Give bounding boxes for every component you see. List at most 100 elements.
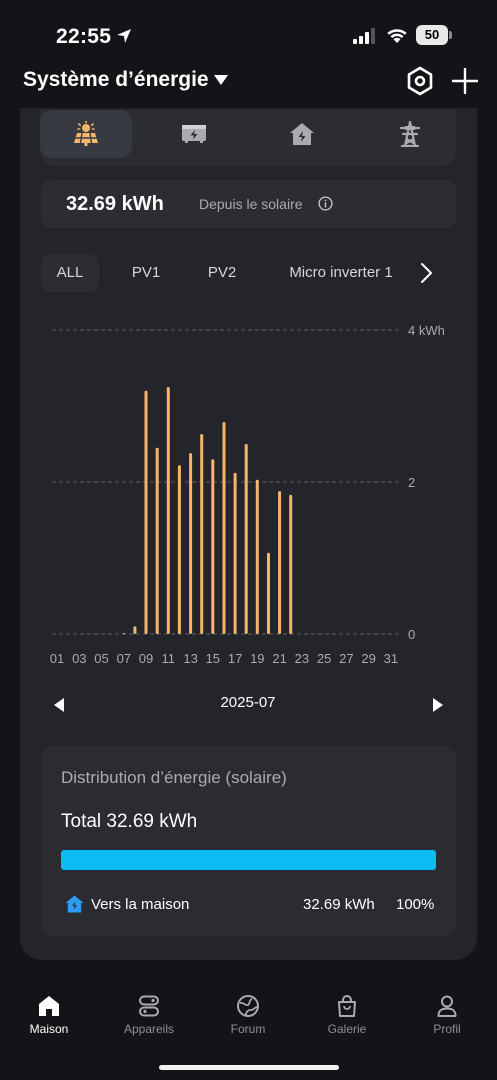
- info-icon[interactable]: [318, 196, 333, 211]
- caret-down-icon[interactable]: [214, 75, 228, 85]
- status-bar: 22:55 50: [0, 0, 497, 70]
- status-time: 22:55: [56, 25, 112, 48]
- tab-battery[interactable]: [148, 110, 240, 158]
- x-tick-label: 07: [117, 651, 131, 666]
- chart-bar[interactable]: [278, 491, 282, 634]
- chart-bar[interactable]: [144, 390, 148, 634]
- x-tick-label: 05: [94, 651, 108, 666]
- x-tick-group: 01 03 05 07 09 11 13 15 17 19 21 23 25 27 29 31: [50, 651, 398, 666]
- bottom-navigation: Maison Appareils Forum Galerie Profil: [0, 990, 497, 1050]
- summary-value: 32.69 kWh: [66, 193, 164, 215]
- globe-icon: [237, 995, 259, 1017]
- page-title[interactable]: Système d’énergie: [23, 68, 209, 91]
- next-month-icon[interactable]: [431, 697, 445, 713]
- x-tick-label: 19: [250, 651, 264, 666]
- nav-maison[interactable]: Maison: [4, 990, 94, 1046]
- add-icon[interactable]: [452, 68, 478, 94]
- shopping-bag-icon: [338, 995, 356, 1017]
- chart-bar[interactable]: [189, 453, 193, 634]
- chart-bar[interactable]: [211, 459, 215, 634]
- chart-bar[interactable]: [222, 422, 226, 634]
- battery-storage-icon: [182, 125, 206, 143]
- distribution-bar-fill: [61, 850, 436, 870]
- energy-card: 32.69 kWh Depuis le solaire ALL PV1 PV2 …: [20, 108, 477, 960]
- distribution-total: Total 32.69 kWh: [61, 811, 198, 832]
- battery-level: 50: [416, 25, 448, 45]
- pv-tab-micro-inverter[interactable]: Micro inverter 1: [289, 264, 393, 281]
- chart-bar[interactable]: [233, 472, 237, 634]
- settings-hexagon-icon[interactable]: [406, 66, 434, 96]
- category-tabs: [40, 110, 456, 166]
- nav-appareils[interactable]: Appareils: [104, 990, 194, 1046]
- summary-label: Depuis le solaire: [199, 196, 303, 212]
- chart-bar[interactable]: [244, 444, 248, 634]
- chevron-right-icon[interactable]: [416, 262, 436, 284]
- y-tick-label: 2: [408, 475, 415, 490]
- chart-bar[interactable]: [122, 633, 126, 635]
- home-icon: [290, 123, 314, 145]
- x-tick-label: 01: [50, 651, 64, 666]
- tab-home[interactable]: [256, 110, 348, 158]
- distribution-row-percent: 100%: [396, 896, 435, 913]
- distribution-row-home: Vers la maison 32.69 kWh 100%: [61, 894, 436, 916]
- nav-label: Galerie: [327, 1022, 367, 1036]
- x-tick-label: 21: [272, 651, 286, 666]
- chart-bar[interactable]: [133, 626, 137, 634]
- tab-grid[interactable]: [364, 110, 456, 158]
- battery-indicator: 50: [416, 25, 452, 45]
- battery-cap: [449, 31, 452, 39]
- wifi-icon: [387, 29, 407, 43]
- tab-solar[interactable]: [40, 110, 132, 158]
- home-icon: [65, 895, 84, 913]
- x-tick-label: 17: [228, 651, 242, 666]
- month-label[interactable]: 2025-07: [220, 694, 276, 711]
- month-navigation: 2025-07: [20, 690, 477, 720]
- nav-label: Profil: [433, 1022, 461, 1036]
- distribution-bar: [61, 850, 436, 870]
- chart-bar[interactable]: [155, 447, 159, 634]
- location-arrow-icon: [117, 29, 131, 43]
- distribution-title: Distribution d’énergie (solaire): [61, 768, 287, 787]
- daily-energy-bar-chart: 4 kWh 2 0 01 03 05 07 09 11 13 15 17 19 21 23 25 27 29…: [50, 323, 445, 666]
- solar-panel-icon: [74, 121, 98, 146]
- nav-profil[interactable]: Profil: [402, 990, 492, 1046]
- x-tick-label: 27: [339, 651, 353, 666]
- profile-icon: [437, 995, 457, 1017]
- nav-label: Appareils: [123, 1022, 175, 1036]
- pv-source-tabs: ALL PV1 PV2 Micro inverter 1: [20, 254, 477, 294]
- x-tick-label: 15: [206, 651, 220, 666]
- power-grid-tower-icon: [399, 121, 421, 147]
- x-tick-label: 03: [72, 651, 86, 666]
- pv-tab-pv2[interactable]: PV2: [207, 264, 237, 281]
- nav-label: Maison: [29, 1022, 69, 1036]
- chart-bar[interactable]: [166, 387, 170, 634]
- chart-bar[interactable]: [267, 552, 270, 634]
- nav-label: Forum: [230, 1022, 266, 1036]
- cellular-signal-icon: [353, 28, 375, 44]
- x-tick-label: 23: [295, 651, 309, 666]
- energy-distribution-card: Distribution d’énergie (solaire) Total 3…: [41, 746, 456, 936]
- x-tick-label: 29: [361, 651, 375, 666]
- chart-bar[interactable]: [200, 434, 204, 634]
- solar-summary: 32.69 kWh Depuis le solaire: [41, 180, 456, 228]
- y-tick-label: 0: [408, 627, 415, 642]
- home-icon: [39, 996, 59, 1016]
- x-tick-label: 13: [183, 651, 197, 666]
- chart-bar[interactable]: [177, 465, 181, 634]
- distribution-row-label: Vers la maison: [91, 896, 190, 913]
- nav-galerie[interactable]: Galerie: [302, 990, 392, 1046]
- x-tick-label: 09: [139, 651, 153, 666]
- distribution-row-kwh: 32.69 kWh: [303, 896, 375, 913]
- x-tick-label: 25: [317, 651, 331, 666]
- pv-tab-pv1[interactable]: PV1: [131, 264, 161, 281]
- x-tick-label: 11: [162, 651, 176, 666]
- x-tick-label: 31: [384, 651, 398, 666]
- y-tick-label: 4 kWh: [408, 323, 445, 338]
- chart-bar[interactable]: [255, 479, 259, 634]
- pv-tab-all[interactable]: ALL: [41, 254, 99, 292]
- home-indicator: [159, 1065, 339, 1070]
- previous-month-icon[interactable]: [52, 697, 66, 713]
- chart-bar[interactable]: [289, 494, 293, 634]
- devices-icon: [139, 995, 159, 1017]
- nav-forum[interactable]: Forum: [203, 990, 293, 1046]
